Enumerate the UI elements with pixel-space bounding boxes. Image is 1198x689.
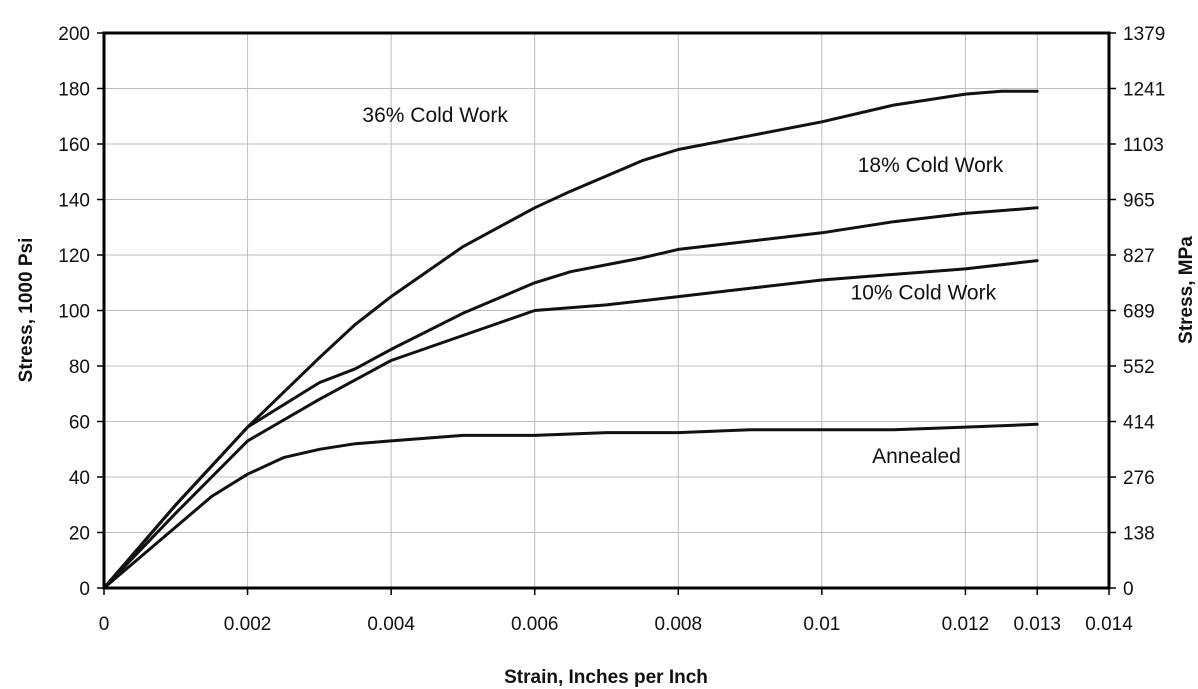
y-tick-label-right: 689: [1123, 302, 1155, 323]
x-tick-label: 0.014: [1085, 614, 1133, 635]
x-tick-label: 0.004: [367, 614, 415, 635]
y-axis-title-left: Stress, 1000 Psi: [16, 238, 37, 383]
y-tick-label-left: 200: [58, 24, 90, 45]
y-tick-label-right: 1103: [1123, 135, 1164, 156]
curve-annotation: 36% Cold Work: [362, 104, 508, 127]
x-tick-label: 0.006: [511, 614, 559, 635]
x-tick-label: 0.01: [803, 614, 840, 635]
curve-annotation: Annealed: [872, 445, 961, 468]
axis-ticks: [97, 32, 1116, 595]
y-tick-label-right: 827: [1123, 246, 1155, 267]
grid-lines: [104, 33, 1109, 588]
y-tick-label-right: 1241: [1123, 80, 1165, 101]
y-tick-label-left: 180: [58, 80, 90, 101]
curve-annotation: 18% Cold Work: [858, 154, 1004, 177]
tick-labels: 0 0.002 0.004 0.006 0.008 0.01 0.012 0.013 0.014…: [58, 24, 1165, 635]
y-axis-title-right: Stress, MPa: [1176, 236, 1197, 344]
y-tick-label-right: 0: [1123, 579, 1134, 600]
y-tick-label-right: 414: [1123, 413, 1155, 434]
x-tick-label: 0.002: [224, 614, 272, 635]
y-tick-label-left: 80: [69, 357, 90, 378]
y-tick-label-right: 552: [1123, 357, 1155, 378]
x-tick-label: 0.013: [1013, 614, 1061, 635]
y-tick-label-left: 60: [69, 413, 90, 434]
x-axis-title: Strain, Inches per Inch: [504, 667, 708, 688]
y-tick-label-right: 1379: [1123, 24, 1165, 45]
y-tick-label-left: 160: [58, 135, 90, 156]
y-tick-label-left: 20: [69, 524, 90, 545]
y-tick-label-right: 138: [1123, 524, 1155, 545]
y-tick-label-left: 140: [58, 191, 90, 212]
y-tick-label-right: 276: [1123, 468, 1155, 489]
curve-annotations: 36% Cold Work 18% Cold Work 10% Cold Work A…: [362, 104, 1003, 468]
curve-10pct-cold-work: [102, 259, 1039, 590]
curve-annotation: 10% Cold Work: [851, 281, 997, 304]
y-tick-label-left: 40: [69, 468, 90, 489]
curve-annealed: [102, 422, 1039, 590]
y-tick-label-right: 965: [1123, 191, 1155, 212]
y-tick-label-left: 0: [79, 579, 90, 600]
x-tick-label: 0.012: [942, 614, 990, 635]
curve-36pct-cold-work: [102, 89, 1039, 590]
x-tick-label: 0: [99, 614, 110, 635]
y-tick-label-left: 100: [58, 302, 90, 323]
curve-18pct-cold-work: [102, 206, 1039, 590]
y-tick-label-left: 120: [58, 246, 90, 267]
x-tick-label: 0.008: [655, 614, 703, 635]
curves: [102, 89, 1039, 590]
